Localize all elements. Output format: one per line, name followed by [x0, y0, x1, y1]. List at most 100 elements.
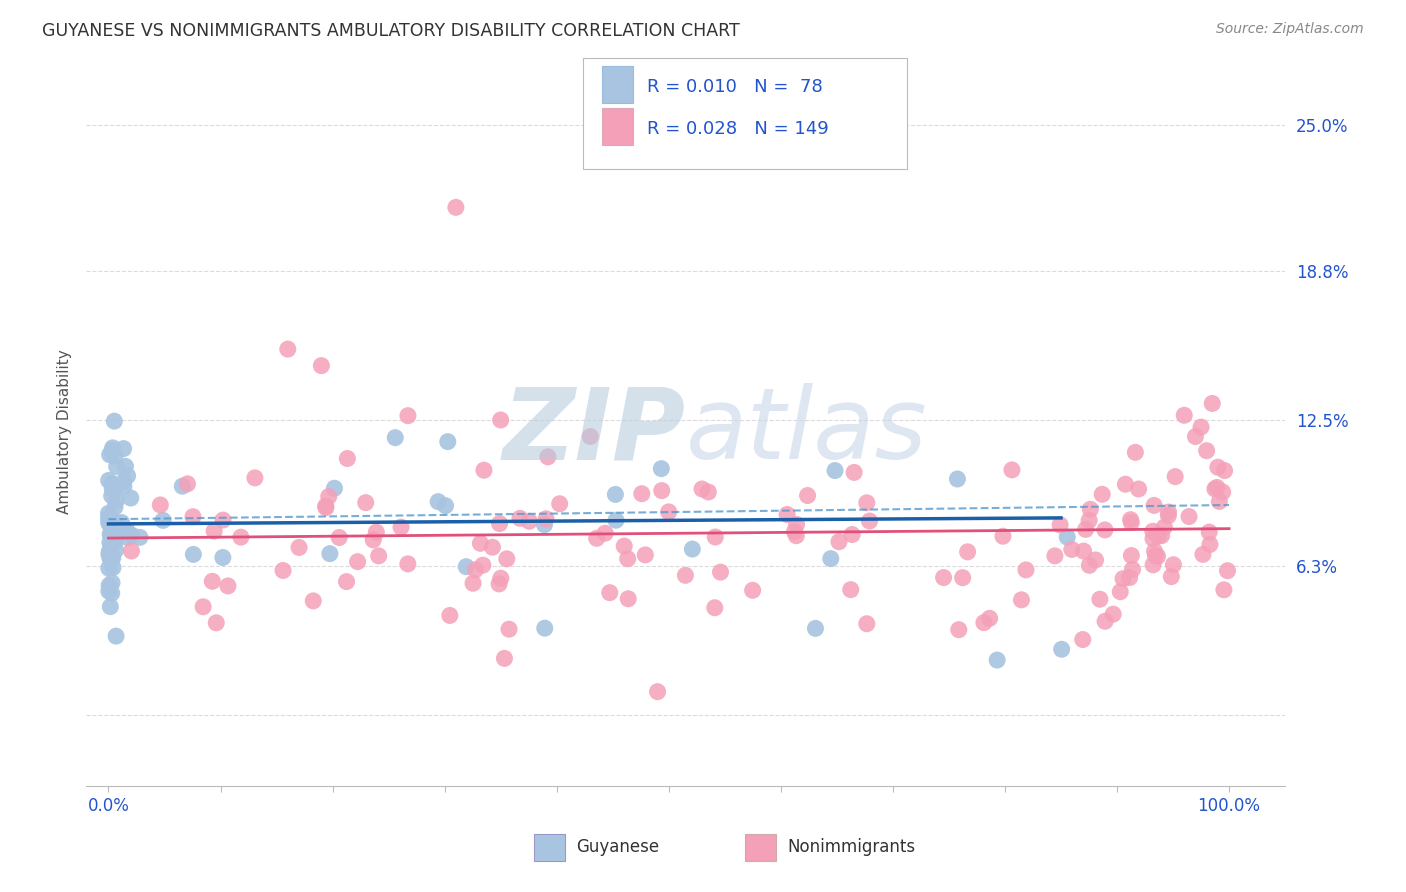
Text: ZIP: ZIP	[502, 384, 686, 480]
Point	[613, 539, 636, 553]
Point	[1212, 485, 1234, 500]
Point	[579, 429, 602, 443]
Point	[97, 474, 120, 488]
Point	[1184, 429, 1206, 443]
Point	[533, 621, 555, 635]
Point	[991, 529, 1014, 543]
Point	[488, 577, 510, 591]
Point	[804, 621, 827, 635]
Point	[107, 520, 129, 534]
Point	[704, 530, 727, 544]
Point	[271, 564, 294, 578]
Point	[105, 629, 128, 643]
Point	[1150, 529, 1173, 543]
Point	[172, 479, 194, 493]
Point	[1213, 464, 1236, 478]
Point	[1198, 524, 1220, 539]
Point	[346, 555, 368, 569]
Point	[288, 541, 311, 555]
Point	[946, 472, 969, 486]
Point	[1199, 537, 1222, 551]
Point	[1195, 443, 1218, 458]
Point	[205, 615, 228, 630]
Point	[616, 551, 638, 566]
Point	[979, 611, 1001, 625]
Text: R = 0.010   N =  78: R = 0.010 N = 78	[647, 78, 823, 95]
Point	[100, 586, 122, 600]
Point	[1125, 445, 1147, 459]
Point	[932, 570, 955, 584]
Point	[302, 594, 325, 608]
Point	[471, 558, 494, 573]
Point	[129, 530, 152, 544]
Point	[489, 571, 512, 585]
Point	[703, 600, 725, 615]
Point	[776, 508, 799, 522]
Point	[201, 574, 224, 589]
Point	[1050, 642, 1073, 657]
Point	[1114, 477, 1136, 491]
Point	[229, 530, 252, 544]
Point	[1073, 544, 1095, 558]
Point	[98, 527, 121, 541]
Point	[534, 512, 557, 526]
Point	[1091, 487, 1114, 501]
Point	[820, 551, 842, 566]
Point	[630, 486, 652, 500]
Point	[436, 434, 458, 449]
Point	[673, 568, 696, 582]
Point	[311, 359, 333, 373]
Point	[1142, 524, 1164, 539]
Text: Nonimmigrants: Nonimmigrants	[787, 838, 915, 856]
Point	[98, 552, 121, 566]
Point	[690, 482, 713, 496]
Point	[858, 514, 880, 528]
Point	[828, 534, 851, 549]
Point	[434, 499, 457, 513]
Point	[318, 490, 340, 504]
Point	[1173, 409, 1195, 423]
Point	[537, 450, 560, 464]
Point	[121, 528, 143, 542]
Point	[1119, 513, 1142, 527]
Point	[97, 516, 120, 530]
Point	[101, 441, 124, 455]
Point	[456, 559, 478, 574]
Text: Guyanese: Guyanese	[576, 838, 659, 856]
Point	[1015, 563, 1038, 577]
Point	[842, 466, 865, 480]
Point	[1212, 582, 1234, 597]
Point	[824, 464, 846, 478]
Point	[1178, 509, 1201, 524]
Point	[105, 528, 128, 542]
Point	[101, 575, 124, 590]
Point	[1157, 508, 1180, 523]
Point	[1112, 572, 1135, 586]
Point	[396, 557, 419, 571]
Point	[1074, 522, 1097, 536]
Point	[517, 514, 540, 528]
Point	[1094, 615, 1116, 629]
Point	[1144, 549, 1167, 563]
Point	[1163, 558, 1185, 572]
Point	[101, 550, 124, 565]
Point	[361, 533, 384, 547]
Point	[1206, 480, 1229, 494]
Point	[117, 468, 139, 483]
Point	[1208, 494, 1230, 508]
Point	[212, 550, 235, 565]
Point	[336, 451, 359, 466]
Point	[217, 579, 239, 593]
Point	[366, 525, 388, 540]
Point	[97, 548, 120, 562]
Point	[444, 200, 467, 214]
Point	[599, 585, 621, 599]
Point	[1189, 420, 1212, 434]
Point	[1142, 558, 1164, 572]
Point	[117, 531, 139, 545]
Point	[439, 608, 461, 623]
Point	[111, 516, 134, 530]
Point	[1216, 564, 1239, 578]
Point	[120, 491, 142, 505]
Point	[1056, 530, 1078, 544]
